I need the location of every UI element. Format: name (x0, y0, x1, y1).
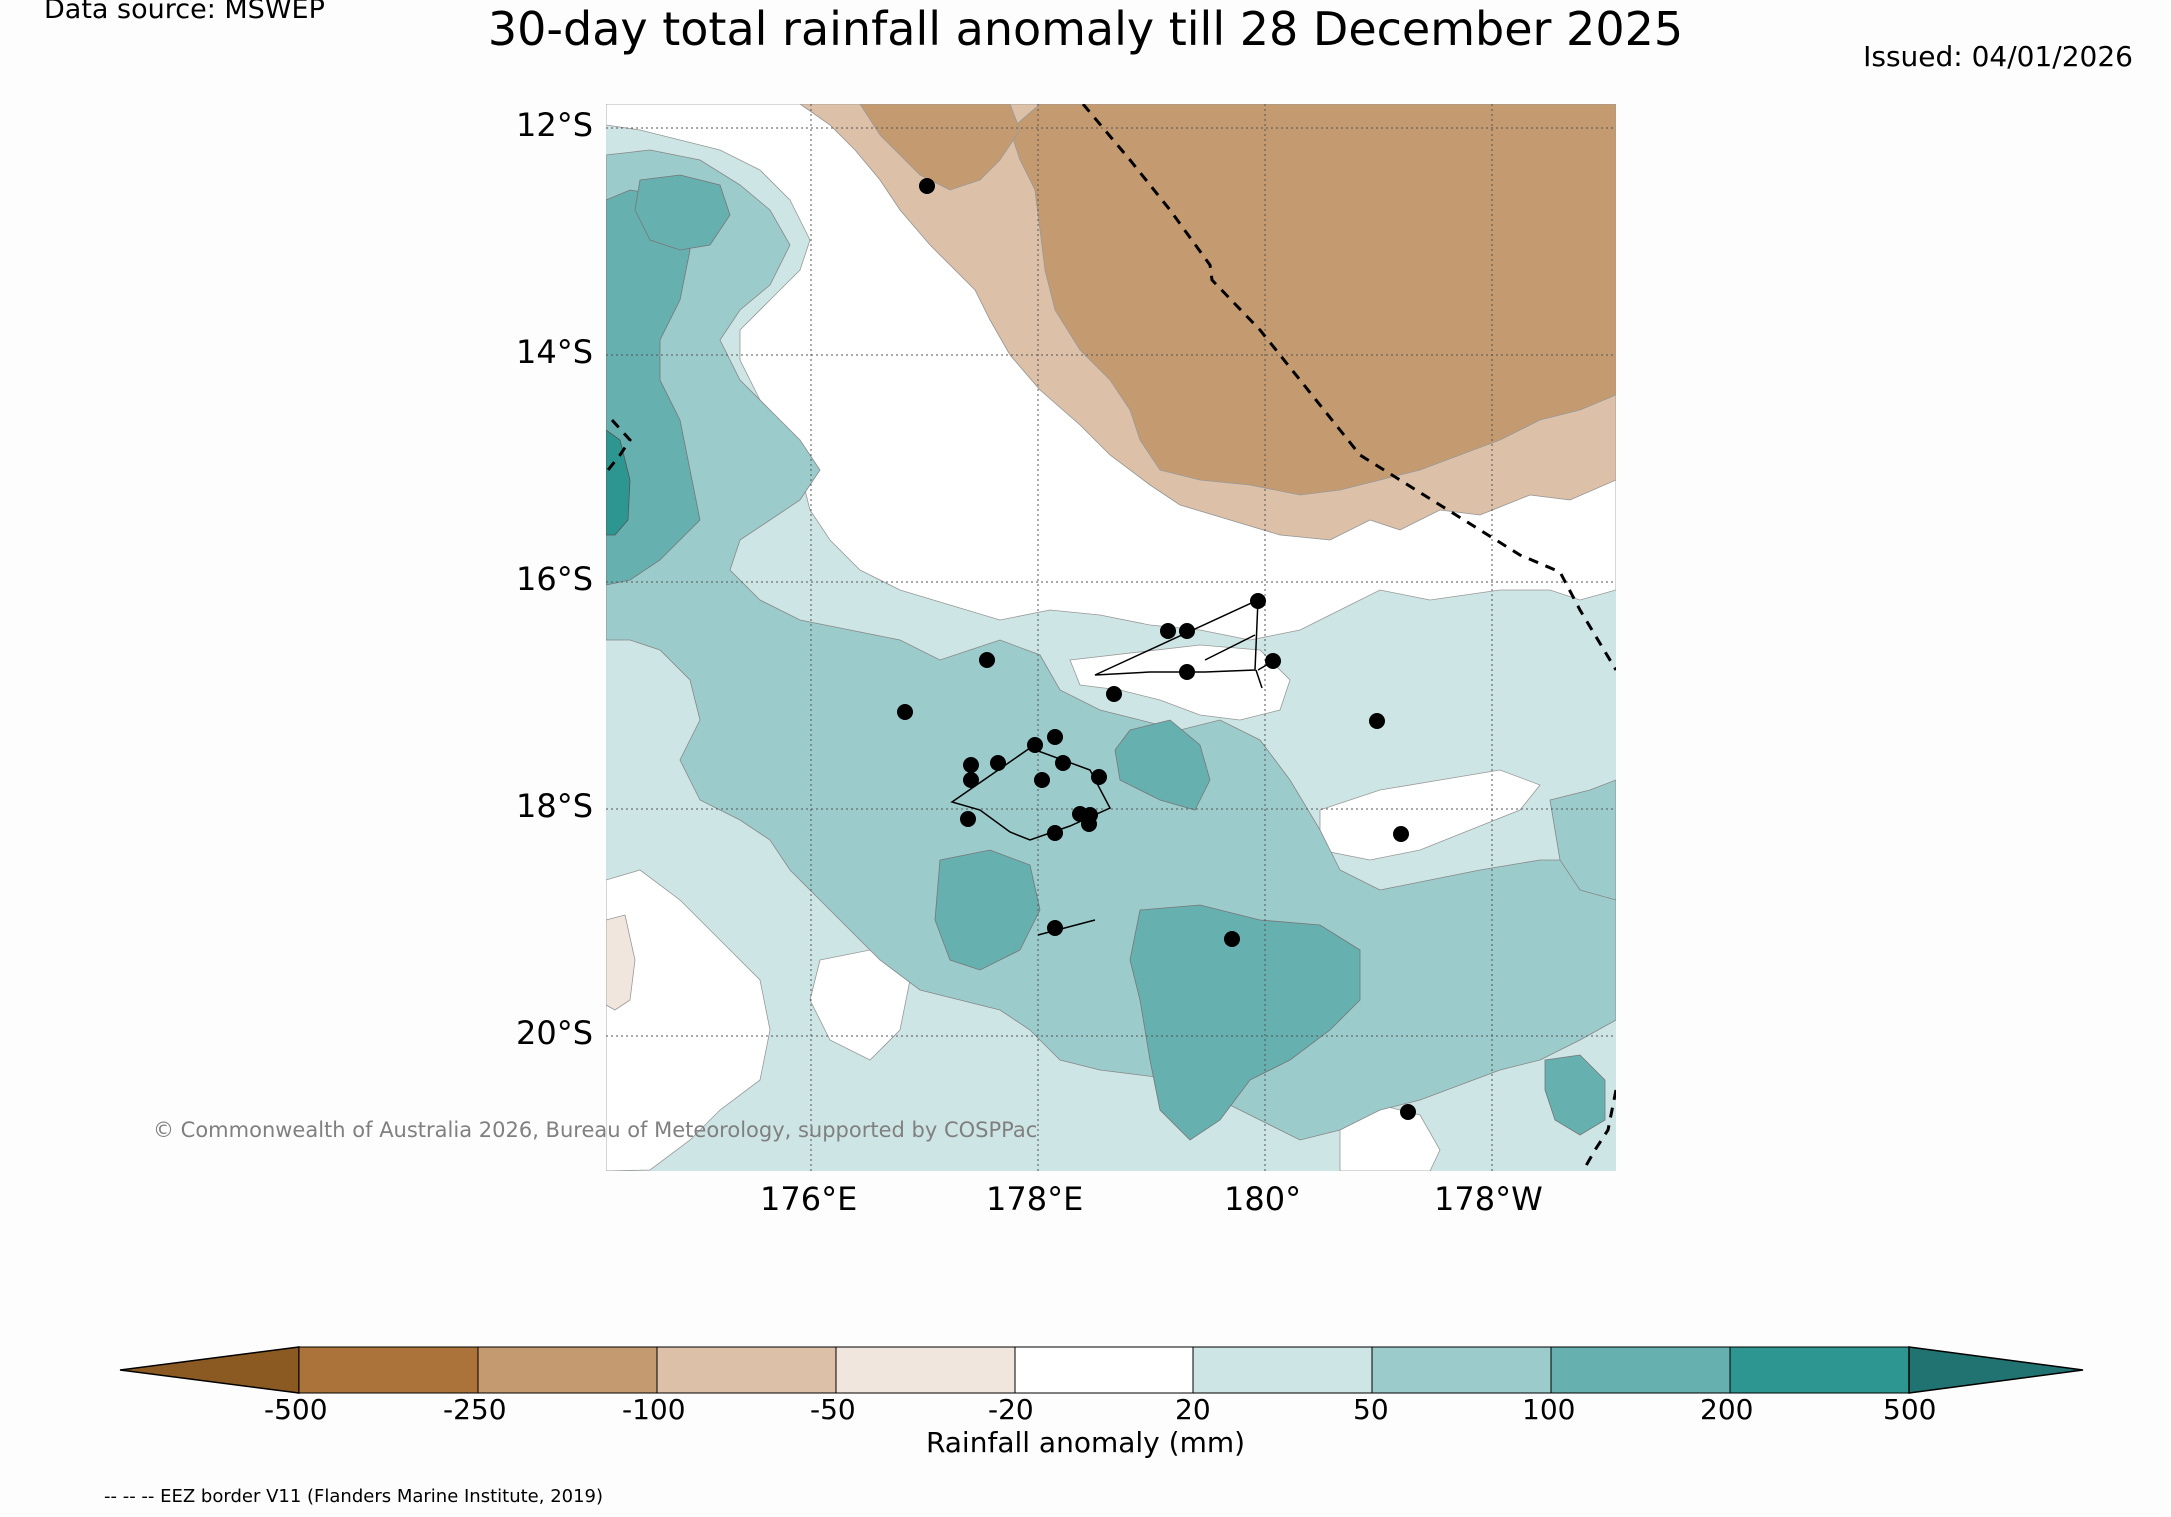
eez-border-west (606, 418, 632, 471)
colorbar-label: Rainfall anomaly (mm) (925, 1426, 1246, 1459)
anomaly-region-wet-strong-south (934, 849, 1041, 971)
station-dot (1265, 653, 1281, 669)
station-dot (990, 755, 1006, 771)
colorbar-tick: -20 (988, 1393, 1034, 1426)
island-kadavu (1037, 919, 1096, 936)
lat-label-12s: 12°S (516, 106, 594, 144)
eez-border (1081, 104, 1616, 671)
anomaly-region-neutral-2 (1069, 644, 1291, 721)
station-dot (1160, 623, 1176, 639)
colorbar-segment (656, 1346, 837, 1394)
station-dot (1047, 920, 1063, 936)
colorbar-extend-high (1908, 1346, 2084, 1394)
anomaly-region-dry-strong-2 (859, 104, 1021, 191)
page-title: 30-day total rainfall anomaly till 28 De… (487, 2, 1684, 56)
anomaly-region-neutral-3 (1319, 769, 1541, 861)
anomaly-region-wet-strong-east (1544, 1054, 1606, 1136)
station-dot (1034, 772, 1050, 788)
colorbar-extend-low (119, 1346, 300, 1394)
station-dot (1106, 686, 1122, 702)
station-dot (963, 757, 979, 773)
station-dot (1369, 713, 1385, 729)
colorbar-segment (1550, 1346, 1731, 1394)
station-dot (963, 772, 979, 788)
colorbar-tick: 500 (1883, 1393, 1937, 1426)
colorbar-tick: -500 (264, 1393, 328, 1426)
anomaly-region-wet-strong-center (1114, 719, 1211, 811)
station-dot (1081, 816, 1097, 832)
lon-label-178e: 178°E (986, 1180, 1084, 1218)
lon-label-180: 180° (1224, 1180, 1302, 1218)
anomaly-region-dry-strong (1009, 104, 1616, 496)
station-dot (1055, 755, 1071, 771)
station-dot (960, 811, 976, 827)
station-dot (919, 178, 935, 194)
colorbar-segment (1014, 1346, 1194, 1394)
station-dot (897, 704, 913, 720)
colorbar-tick: 200 (1700, 1393, 1754, 1426)
colorbar-segment (298, 1346, 479, 1394)
station-dot (1393, 826, 1409, 842)
station-dot (1047, 825, 1063, 841)
anomaly-region-wet-strong-nw (634, 174, 731, 251)
lon-label-178w: 178°W (1434, 1180, 1543, 1218)
island-viti-levu (950, 747, 1112, 841)
colorbar-tick: -100 (622, 1393, 686, 1426)
anomaly-region-neutral-1 (606, 104, 1616, 641)
anomaly-region-wet-moderate-west (606, 149, 1616, 1141)
eez-legend-note: -- -- -- EEZ border V11 (Flanders Marine… (104, 1486, 604, 1507)
colorbar-tick: 100 (1522, 1393, 1576, 1426)
colorbar-segment (1729, 1346, 1910, 1394)
anomaly-region-wet-moderate-east (1549, 779, 1616, 901)
anomaly-region-neutral-4 (606, 869, 771, 1171)
colorbar-tick: 20 (1175, 1393, 1211, 1426)
graticule (606, 104, 1616, 1171)
station-dot (1224, 931, 1240, 947)
data-source-label: Data source: MSWEP (44, 0, 325, 25)
station-dot (979, 652, 995, 668)
lat-label-14s: 14°S (516, 333, 594, 371)
anomaly-region-wet-extreme (606, 429, 631, 536)
anomaly-region-wet-strong-se (1129, 904, 1361, 1141)
station-dot (1179, 664, 1195, 680)
anomaly-region-dry-sw (606, 914, 636, 1011)
island-vanua-levu (1094, 598, 1259, 676)
colorbar-segment (477, 1346, 658, 1394)
colorbar-segment (1192, 1346, 1373, 1394)
eez-border-south (1581, 1089, 1616, 1171)
lat-label-20s: 20°S (516, 1014, 594, 1052)
lat-label-18s: 18°S (516, 787, 594, 825)
station-dot (1179, 623, 1195, 639)
issued-date: Issued: 04/01/2026 (1863, 40, 2133, 73)
colorbar-tick: 50 (1353, 1393, 1389, 1426)
copyright-notice: © Commonwealth of Australia 2026, Bureau… (153, 1118, 1038, 1142)
colorbar-segment (835, 1346, 1016, 1394)
colorbar-tick: -50 (810, 1393, 856, 1426)
lon-label-176e: 176°E (760, 1180, 858, 1218)
lat-label-16s: 16°S (516, 560, 594, 598)
station-dot (1047, 729, 1063, 745)
colorbar-tick: -250 (443, 1393, 507, 1426)
station-dot (1400, 1104, 1416, 1120)
colorbar-segment (1371, 1346, 1552, 1394)
station-dot (1027, 737, 1043, 753)
station-dot (1250, 593, 1266, 609)
station-dot (1091, 769, 1107, 785)
station-markers (897, 178, 1416, 1120)
